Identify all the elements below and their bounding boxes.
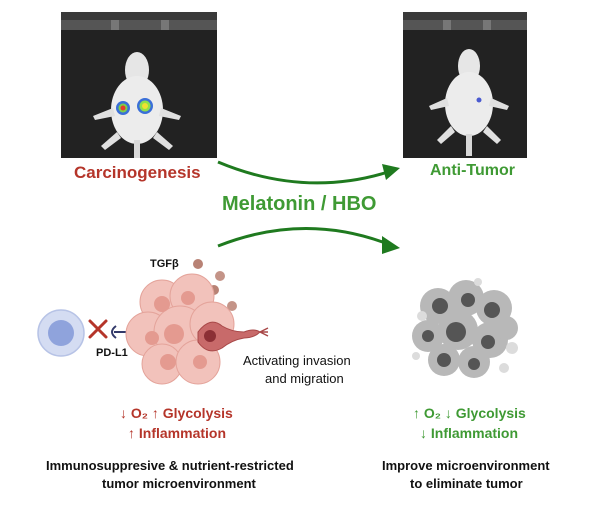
bottom-curved-arrow (217, 227, 400, 254)
block-x-icon (88, 319, 108, 339)
carcinogenesis-mouse-image (61, 12, 217, 158)
t-cell-icon (37, 309, 85, 357)
anti-tumor-mouse-image (403, 12, 527, 158)
right-metabolism-line1: ↑ O₂ ↓ Glycolysis (413, 405, 526, 421)
right-caption-line2: to eliminate tumor (410, 476, 523, 491)
eliminated-tumor-cluster (412, 278, 518, 378)
invasion-text-line2: and migration (265, 371, 344, 386)
left-caption-line2: tumor microenvironment (102, 476, 256, 491)
right-metabolism-line2: ↓ Inflammation (420, 425, 519, 441)
tgf-beta-label: TGFβ (150, 258, 179, 270)
right-caption-line1: Improve microenvironment (382, 458, 550, 473)
left-metabolism-line2: ↑ Inflammation (128, 425, 227, 441)
pd-l1-label: PD-L1 (96, 347, 128, 359)
tumor-cell-cluster (125, 273, 269, 385)
carcinogenesis-label: Carcinogenesis (74, 163, 201, 182)
left-caption-line1: Immunosuppresive & nutrient-restricted (46, 458, 294, 473)
treatment-label: Melatonin / HBO (222, 193, 377, 215)
left-metabolism-line1: ↓ O₂ ↑ Glycolysis (120, 405, 233, 421)
top-curved-arrow (217, 160, 400, 185)
invasion-text-line1: Activating invasion (243, 353, 351, 368)
anti-tumor-label: Anti-Tumor (430, 162, 516, 179)
